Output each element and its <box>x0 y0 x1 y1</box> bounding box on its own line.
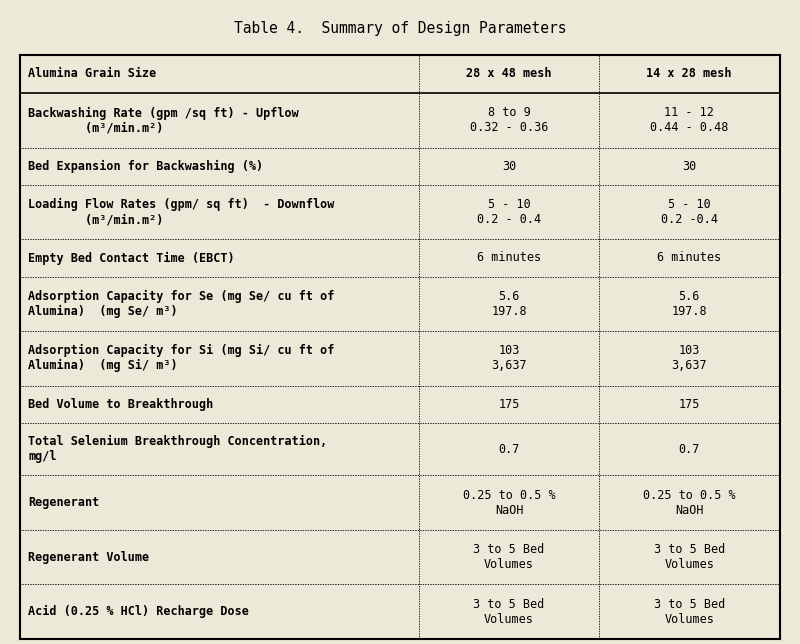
Text: Regenerant: Regenerant <box>28 496 99 509</box>
Text: Bed Expansion for Backwashing (%): Bed Expansion for Backwashing (%) <box>28 160 263 173</box>
Text: 103
3,637: 103 3,637 <box>671 345 707 372</box>
Text: 3 to 5 Bed
Volumes: 3 to 5 Bed Volumes <box>654 598 725 625</box>
Text: 3 to 5 Bed
Volumes: 3 to 5 Bed Volumes <box>474 543 545 571</box>
Text: 11 - 12
0.44 - 0.48: 11 - 12 0.44 - 0.48 <box>650 106 728 135</box>
Text: 6 minutes: 6 minutes <box>477 252 541 265</box>
Text: 8 to 9
0.32 - 0.36: 8 to 9 0.32 - 0.36 <box>470 106 548 135</box>
Text: Regenerant Volume: Regenerant Volume <box>28 551 149 564</box>
Text: 3 to 5 Bed
Volumes: 3 to 5 Bed Volumes <box>654 543 725 571</box>
Text: 0.25 to 0.5 %
NaOH: 0.25 to 0.5 % NaOH <box>462 489 555 516</box>
Text: 103
3,637: 103 3,637 <box>491 345 527 372</box>
Text: 0.7: 0.7 <box>678 442 700 455</box>
Text: Empty Bed Contact Time (EBCT): Empty Bed Contact Time (EBCT) <box>28 251 234 265</box>
Text: 5.6
197.8: 5.6 197.8 <box>491 290 527 318</box>
Text: 30: 30 <box>502 160 516 173</box>
Text: Table 4.  Summary of Design Parameters: Table 4. Summary of Design Parameters <box>234 21 566 35</box>
Text: 5.6
197.8: 5.6 197.8 <box>671 290 707 318</box>
Text: Loading Flow Rates (gpm/ sq ft)  - Downflow
        (m³/min.m²): Loading Flow Rates (gpm/ sq ft) - Downfl… <box>28 198 334 226</box>
Text: 175: 175 <box>498 398 520 411</box>
Text: 14 x 28 mesh: 14 x 28 mesh <box>646 68 732 80</box>
Text: 6 minutes: 6 minutes <box>657 252 722 265</box>
Text: 0.7: 0.7 <box>498 442 520 455</box>
Text: Alumina Grain Size: Alumina Grain Size <box>28 68 156 80</box>
Text: 175: 175 <box>678 398 700 411</box>
Text: Backwashing Rate (gpm /sq ft) - Upflow
        (m³/min.m²): Backwashing Rate (gpm /sq ft) - Upflow (… <box>28 106 298 135</box>
Text: Bed Volume to Breakthrough: Bed Volume to Breakthrough <box>28 398 214 411</box>
Text: 0.25 to 0.5 %
NaOH: 0.25 to 0.5 % NaOH <box>643 489 735 516</box>
Text: Adsorption Capacity for Se (mg Se/ cu ft of
Alumina)  (mg Se/ m³): Adsorption Capacity for Se (mg Se/ cu ft… <box>28 290 334 318</box>
Text: 30: 30 <box>682 160 696 173</box>
Text: Adsorption Capacity for Si (mg Si/ cu ft of
Alumina)  (mg Si/ m³): Adsorption Capacity for Si (mg Si/ cu ft… <box>28 345 334 372</box>
Text: Total Selenium Breakthrough Concentration,
mg/l: Total Selenium Breakthrough Concentratio… <box>28 435 327 463</box>
Text: 3 to 5 Bed
Volumes: 3 to 5 Bed Volumes <box>474 598 545 625</box>
Text: 5 - 10
0.2 - 0.4: 5 - 10 0.2 - 0.4 <box>477 198 541 226</box>
Text: 5 - 10
0.2 -0.4: 5 - 10 0.2 -0.4 <box>661 198 718 226</box>
Text: Acid (0.25 % HCl) Recharge Dose: Acid (0.25 % HCl) Recharge Dose <box>28 605 249 618</box>
Text: 28 x 48 mesh: 28 x 48 mesh <box>466 68 552 80</box>
